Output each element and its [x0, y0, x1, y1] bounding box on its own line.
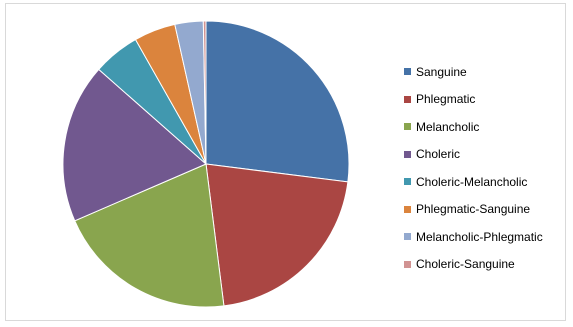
legend-label: Melancholic-Phlegmatic	[416, 229, 543, 244]
legend-label: Choleric	[416, 147, 461, 162]
legend-swatch	[404, 260, 411, 268]
legend-swatch	[404, 123, 411, 131]
pie-slice-phlegmatic	[205, 163, 349, 307]
legend-label: Phlegmatic	[416, 92, 476, 107]
legend-item-choleric: Choleric	[404, 141, 543, 169]
legend-swatch	[404, 205, 411, 213]
legend-swatch	[404, 68, 411, 76]
legend: Sanguine Phlegmatic Melancholic Choleric Cho…	[404, 58, 543, 278]
legend-item-phlegmatic-sanguine: Phlegmatic-Sanguine	[404, 196, 543, 224]
legend-label: Phlegmatic-Sanguine	[416, 202, 531, 217]
legend-swatch	[404, 178, 411, 186]
legend-item-sanguine: Sanguine	[404, 58, 543, 86]
legend-label: Melancholic	[416, 119, 480, 134]
legend-swatch	[404, 233, 411, 241]
legend-swatch	[404, 150, 411, 158]
legend-item-choleric-sanguine: Choleric-Sanguine	[404, 251, 543, 279]
legend-item-melancholic: Melancholic	[404, 113, 543, 141]
legend-item-melancholic-phlegmatic: Melancholic-Phlegmatic	[404, 223, 543, 251]
pie-slice-choleric-sanguine	[202, 20, 207, 165]
legend-label: Choleric-Melancholic	[416, 174, 528, 189]
legend-label: Sanguine	[416, 64, 467, 79]
legend-swatch	[404, 95, 411, 103]
legend-label: Choleric-Sanguine	[416, 257, 515, 272]
pie-slice-choleric	[62, 68, 207, 222]
legend-item-phlegmatic: Phlegmatic	[404, 86, 543, 114]
legend-item-choleric-melancholic: Choleric-Melancholic	[404, 168, 543, 196]
pie-slice-sanguine	[205, 20, 350, 183]
pie-slice-melancholic	[74, 163, 225, 308]
